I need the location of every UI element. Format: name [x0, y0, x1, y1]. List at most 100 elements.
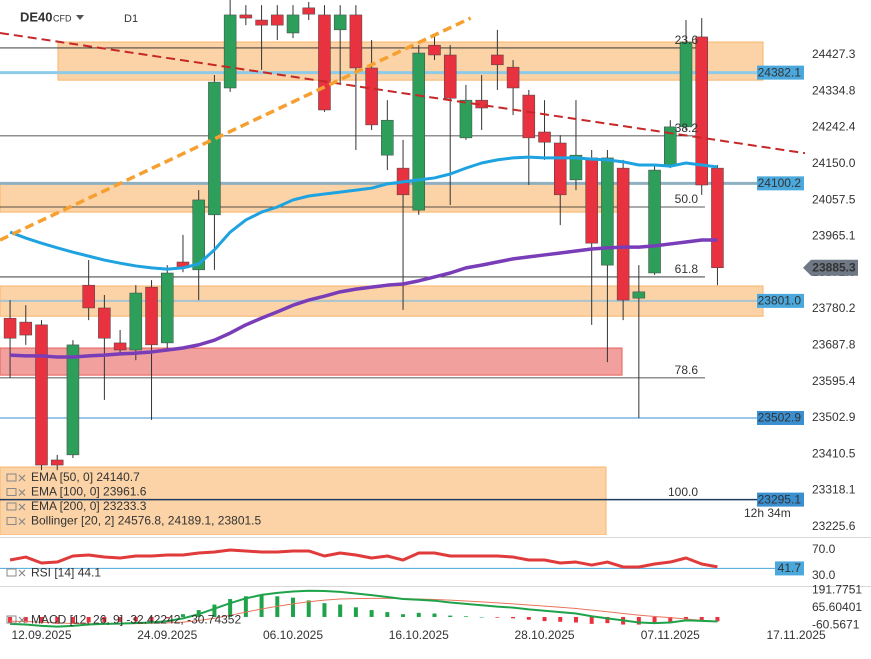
- candle-body: [98, 307, 111, 339]
- symbol-dropdown[interactable]: [76, 15, 84, 20]
- candle-body: [428, 44, 441, 56]
- candle-body: [3, 317, 17, 339]
- macd-legend: MACD [12, 26, 9] -32.42242, -30.74352: [31, 613, 241, 627]
- legend-settings-icon: [6, 517, 17, 525]
- y-tick-label: 24150.0: [812, 156, 856, 170]
- candle-body: [82, 284, 95, 309]
- y-tick-label: 30.0: [812, 568, 836, 582]
- legend-close-icon: [18, 616, 26, 624]
- macd-histogram-bar: [102, 616, 107, 623]
- candle-body: [239, 14, 253, 19]
- macd-histogram-bar: [558, 616, 563, 622]
- y-tick-label: 24242.4: [812, 120, 856, 134]
- macd-layer: [8, 589, 720, 628]
- candle-body: [223, 14, 237, 89]
- macd-histogram-bar: [228, 599, 233, 617]
- candle-body: [255, 19, 268, 26]
- legend-close-icon: [18, 474, 26, 482]
- candle-body: [66, 344, 80, 456]
- trend-line: [0, 16, 472, 242]
- macd-histogram-bar: [573, 616, 578, 623]
- macd-histogram-bar: [243, 596, 248, 617]
- rsi-line: [9, 548, 718, 569]
- legend-close-icon: [18, 503, 26, 511]
- candle-body: [601, 157, 614, 266]
- price-level-tag: [757, 176, 804, 191]
- bar-countdown: 12h 34m: [744, 506, 791, 520]
- y-tick-label: -60.5671: [812, 617, 860, 631]
- macd-histogram-bar: [149, 616, 154, 621]
- candle-body: [711, 167, 724, 269]
- legend-entry: Bollinger [20, 2] 24576.8, 24189.1, 2380…: [31, 514, 262, 528]
- candle-body: [538, 131, 551, 143]
- macd-histogram-bar: [259, 594, 264, 617]
- fib-label: 23.6: [675, 33, 699, 47]
- x-tick-label: 24.09.2025: [137, 628, 197, 642]
- ema-line: [9, 155, 718, 271]
- candle-body: [616, 167, 630, 301]
- y-tick-label: 24334.8: [812, 83, 856, 97]
- macd-histogram-bar: [589, 616, 594, 624]
- candle-body: [365, 67, 378, 126]
- macd-histogram-bar: [70, 616, 75, 624]
- y-tick-label: 23502.9: [812, 410, 856, 424]
- lines-layer: [0, 47, 757, 501]
- y-tick-label: 70.0: [812, 542, 836, 556]
- ema-line: [9, 238, 718, 359]
- candle-body: [569, 154, 583, 181]
- candle-body: [50, 459, 64, 466]
- legend-settings-icon: [6, 473, 17, 482]
- rsi-layer: [0, 548, 775, 569]
- macd-histogram-bar: [39, 616, 44, 624]
- last-price-label: 23885.3: [812, 260, 856, 274]
- symbol[interactable]: DE40: [20, 9, 53, 24]
- macd-histogram-bar: [133, 616, 138, 622]
- price-zone: [0, 347, 623, 376]
- y-tick-label: 24057.5: [812, 192, 856, 206]
- timeframe[interactable]: D1: [124, 13, 138, 25]
- legend-entry: EMA [200, 0] 23233.3: [31, 499, 147, 513]
- candle-body: [161, 272, 174, 344]
- legend-settings-icon: [6, 502, 17, 511]
- y-tick-label: 23687.8: [812, 338, 856, 352]
- fib-label: 50.0: [675, 192, 699, 206]
- last-price-tag: [803, 259, 858, 276]
- macd-histogram-bar: [511, 616, 516, 619]
- macd-histogram-bar: [715, 616, 720, 622]
- macd-histogram-bar: [652, 616, 657, 624]
- macd-histogram-bar: [463, 616, 468, 617]
- candle-body: [585, 157, 598, 244]
- rsi-level-label: 41.7: [778, 561, 802, 575]
- macd-histogram-bar: [432, 613, 437, 617]
- y-tick-label: 191.7751: [812, 583, 862, 597]
- macd-histogram-bar: [180, 614, 185, 617]
- price-level-tag: [757, 410, 804, 425]
- macd-histogram-bar: [322, 603, 327, 617]
- macd-histogram-bar: [8, 616, 13, 623]
- macd-histogram-bar: [291, 597, 296, 617]
- y-tick-label: 23225.6: [812, 519, 856, 533]
- macd-histogram-bar: [165, 616, 170, 619]
- legend-settings-icon: [6, 568, 17, 577]
- header: DE40 CFD D1: [20, 9, 138, 24]
- candle-body: [286, 14, 300, 34]
- candle-body: [302, 7, 315, 15]
- candle-body: [648, 169, 661, 274]
- legend-close-icon: [18, 489, 26, 496]
- macd-histogram-bar: [118, 616, 123, 622]
- x-tick-label: 28.10.2025: [514, 628, 574, 642]
- legend-close-icon: [18, 518, 26, 525]
- candle-body: [695, 36, 708, 186]
- candle-body: [491, 54, 504, 66]
- candle-body: [192, 199, 205, 271]
- candle-body: [208, 81, 221, 216]
- fib-label: 100.0: [668, 485, 698, 499]
- candle-body: [553, 142, 567, 196]
- legend-settings-icon: [6, 488, 17, 496]
- x-tick-label: 07.11.2025: [641, 628, 700, 642]
- fib-label: 61.8: [675, 262, 699, 276]
- y-tick-label: 23318.1: [812, 483, 856, 497]
- legend-entry: EMA [50, 0] 24140.7: [31, 470, 140, 484]
- rsi-level-tag: [775, 561, 804, 576]
